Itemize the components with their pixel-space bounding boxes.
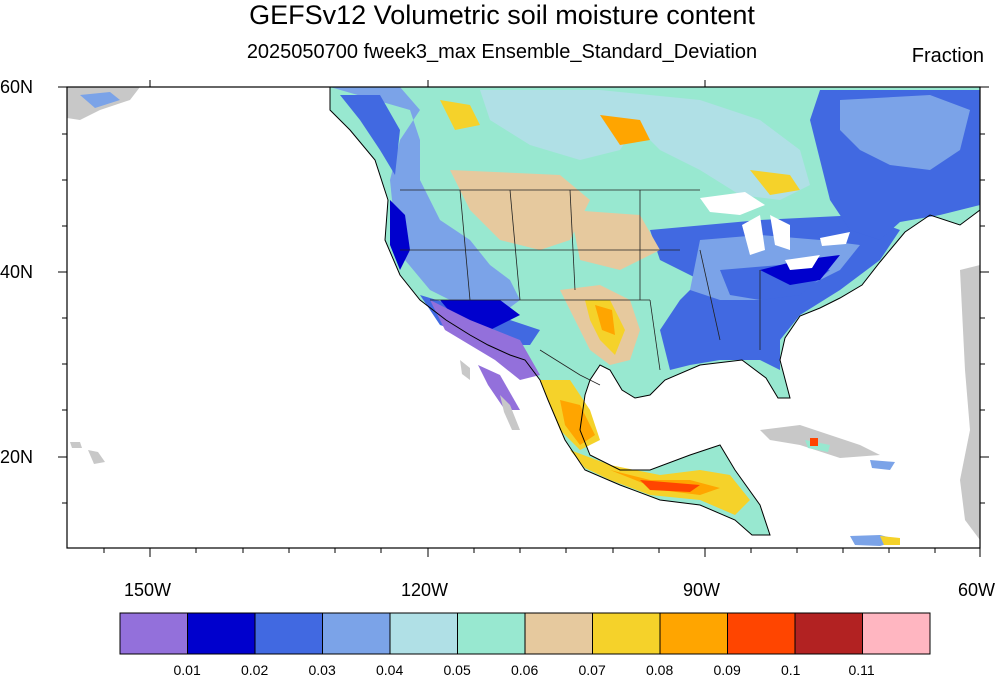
- colorbar-swatch: [119, 612, 188, 655]
- colorbar-swatch: [794, 612, 863, 655]
- units-label: Fraction: [911, 45, 984, 67]
- colorbar-label: 0.01: [173, 662, 201, 678]
- colorbar-swatch: [862, 612, 931, 655]
- colorbar-label: 0.02: [241, 662, 269, 678]
- lon-label-120w: 120W: [401, 580, 449, 600]
- lat-label-60n: 60N: [0, 77, 34, 97]
- colorbar-label: 0.05: [443, 662, 471, 678]
- map-title: GEFSv12 Volumetric soil moisture content: [249, 0, 755, 30]
- colorbar-label: 0.09: [713, 662, 741, 678]
- lon-label-60w: 60W: [958, 580, 996, 600]
- colorbar-swatch: [322, 612, 391, 655]
- colorbar-swatch: [592, 612, 661, 655]
- colorbar-label: 0.08: [646, 662, 674, 678]
- colorbar-label: 0.03: [308, 662, 336, 678]
- colorbar-label: 0.1: [781, 662, 801, 678]
- colorbar-swatch: [659, 612, 728, 655]
- colorbar-swatch: [389, 612, 458, 655]
- colorbar-label: 0.06: [511, 662, 539, 678]
- colorbar-label: 0.11: [848, 662, 875, 678]
- colorbar-swatch: [457, 612, 526, 655]
- colorbar-swatch: [187, 612, 256, 655]
- lat-label-20n: 20N: [0, 447, 34, 467]
- colorbar-swatch: [254, 612, 323, 655]
- colorbar-swatch: [524, 612, 593, 655]
- colorbar-label: 0.04: [376, 662, 404, 678]
- colorbar-label: 0.07: [578, 662, 606, 678]
- map-subtitle: 2025050700 fweek3_max Ensemble_Standard_…: [246, 41, 758, 63]
- colorbar-swatch: [727, 612, 796, 655]
- lon-label-90w: 90W: [683, 580, 721, 600]
- lon-label-150w: 150W: [124, 580, 172, 600]
- lat-label-40n: 40N: [0, 262, 34, 282]
